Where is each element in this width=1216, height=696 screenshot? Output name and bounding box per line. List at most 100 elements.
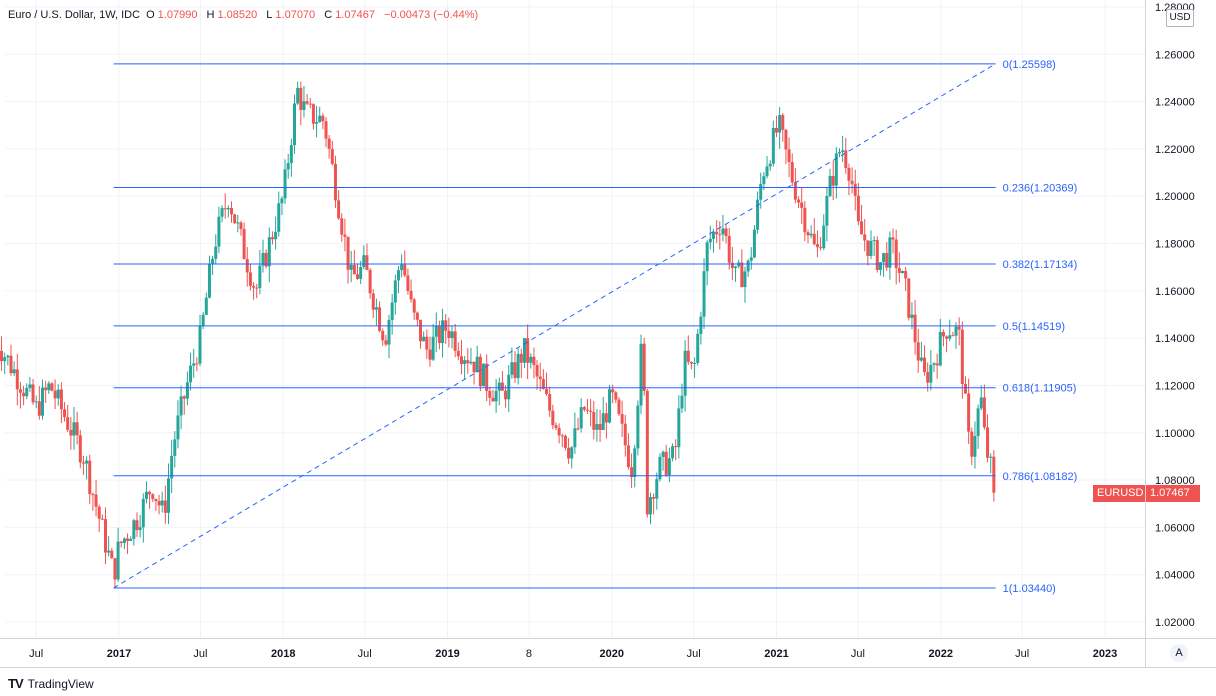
candle-up [132,520,136,539]
candle-up [214,246,218,259]
candle-down [9,355,13,374]
tradingview-branding[interactable]: TV TradingView [8,676,94,691]
candle-up [825,196,829,226]
candle-down [730,262,734,269]
candle-up [932,363,936,365]
candle-down [182,396,186,399]
candle-down [248,272,252,286]
symbol-legend: Euro / U.S. Dollar, 1W, IDC O 1.07990 H 1.… [8,9,481,21]
y-tick-label: 1.20000 [1155,191,1195,203]
candle-up [387,319,391,345]
candle-down [371,293,375,310]
candle-down [774,127,778,133]
x-tick-label: Jul [851,648,865,660]
candle-down [894,239,898,269]
candle-up [374,307,378,310]
tradingview-logo-icon: TV [8,676,24,691]
candle-down [233,214,237,224]
candle-down [897,268,901,274]
x-tick-label: Jul [29,648,43,660]
candle-down [630,467,634,478]
candle-down [252,285,256,288]
candle-up [494,390,498,402]
candle-up [25,387,29,397]
candle-up [702,271,706,317]
candle-up [708,238,712,243]
currency-button[interactable]: USD [1166,9,1194,27]
fib-level-label: 0.618(1.11905) [1003,383,1077,395]
candle-up [315,122,319,124]
candle-up [463,360,467,365]
y-tick-label: 1.22000 [1155,144,1195,156]
candle-down [321,115,325,122]
candle-up [752,229,756,258]
candle-down [485,363,489,391]
candle-down [406,275,410,291]
candle-down [589,410,593,412]
candle-up [56,389,60,399]
y-tick-label: 1.26000 [1155,49,1195,61]
y-tick-label: 1.10000 [1155,428,1195,440]
candle-down [245,259,249,273]
candle-up [475,356,479,373]
grid [5,0,1145,638]
candle-up [482,363,486,387]
candle-up [201,314,205,326]
candle-down [59,389,63,410]
candle-down [0,350,4,362]
candle-up [258,265,262,288]
candle-up [639,343,643,406]
candle-up [522,338,526,363]
candle-down [88,460,92,495]
candle-up [608,389,612,423]
candle-up [302,101,306,110]
candle-down [37,401,41,416]
candle-down [151,494,155,500]
candle-up [144,491,148,499]
candle-down [324,121,328,139]
x-tick-label: 2021 [764,648,788,660]
candle-down [403,264,407,276]
candle-down [856,195,860,222]
candle-up [217,216,221,247]
candle-down [992,456,996,493]
candle-down [652,497,656,499]
candle-down [803,207,807,233]
candle-up [756,199,760,230]
y-tick-label: 1.04000 [1155,570,1195,582]
candle-up [349,264,353,270]
candle-down [923,357,927,373]
candle-down [53,390,57,399]
candle-down [563,435,567,448]
candle-down [686,350,690,362]
candle-down [428,349,432,360]
candle-down [592,411,596,430]
candle-down [69,429,73,436]
x-tick-label: 2020 [600,648,624,660]
candle-down [378,307,382,331]
candle-down [333,163,337,201]
candle-down [891,237,895,240]
candle-down [800,202,804,208]
candle-down [472,361,476,373]
candle-down [270,237,274,240]
candle-up [116,541,120,580]
candle-up [173,439,177,456]
x-tick-label: 8 [526,648,532,660]
candle-up [828,175,832,197]
auto-scale-button[interactable]: A [1170,644,1188,662]
candle-down [327,138,331,149]
candle-up [189,365,193,383]
candle-up [834,153,838,186]
candle-up [179,396,183,416]
candle-down [195,363,199,365]
fib-retracement[interactable]: 0(1.25598) 0.236(1.20369) 0.382(1.17134) 0.… [113,59,1078,595]
legend-low-label: L [266,9,273,21]
fib-level-label: 1(1.03440) [1003,583,1056,595]
candle-up [693,362,697,364]
candle-up [655,479,659,499]
candle-down [299,87,303,110]
candle-down [437,325,441,344]
candle-down [576,428,580,430]
